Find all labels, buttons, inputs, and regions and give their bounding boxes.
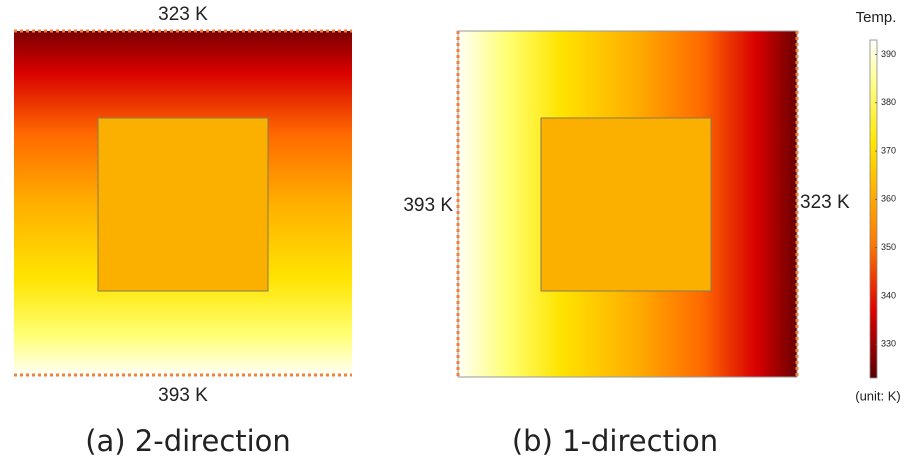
colorbar-unit: (unit: K) [855,388,901,403]
colorbar-title: Temp. [856,9,897,26]
colorbar-tick-label: 340 [881,290,896,300]
colorbar [869,39,878,379]
inclusion-a [97,117,269,292]
inclusion-b [540,117,712,292]
caption: (b) 1-direction [512,424,718,458]
colorbar-tick-label: 390 [881,49,896,59]
boundary-label: 323 K [800,192,850,213]
boundary-label: 323 K [158,4,208,25]
boundary-label: 393 K [403,195,453,216]
colorbar-tick-label: 360 [881,194,896,204]
colorbar-tick-label: 380 [881,97,896,107]
colorbar-tick-label: 350 [881,242,896,252]
colorbar-tick-label: 370 [881,145,896,155]
boundary-label: 393 K [158,385,208,406]
caption: (a) 2-direction [85,424,291,458]
colorbar-tick-label: 330 [881,339,896,349]
